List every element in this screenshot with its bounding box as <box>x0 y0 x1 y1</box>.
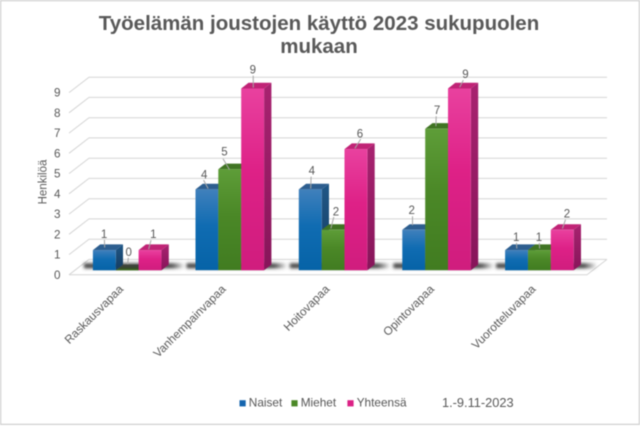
svg-text:0: 0 <box>54 269 61 282</box>
svg-text:1: 1 <box>54 249 61 262</box>
svg-text:4: 4 <box>54 188 61 201</box>
svg-text:5: 5 <box>54 168 61 181</box>
svg-text:Työelämän joustojen käyttö 202: Työelämän joustojen käyttö 2023 sukupuol… <box>99 12 539 35</box>
svg-text:9: 9 <box>462 69 468 81</box>
svg-text:Miehet: Miehet <box>301 396 337 410</box>
svg-text:0: 0 <box>125 247 131 259</box>
svg-text:1: 1 <box>536 232 542 244</box>
svg-text:2: 2 <box>54 228 61 241</box>
svg-text:Yhteensä: Yhteensä <box>357 396 407 410</box>
svg-text:8: 8 <box>54 107 61 120</box>
svg-text:6: 6 <box>357 128 363 140</box>
svg-text:5: 5 <box>221 146 227 158</box>
svg-text:Naiset: Naiset <box>249 396 283 410</box>
svg-text:Henkilöä: Henkilöä <box>38 159 50 204</box>
svg-text:4: 4 <box>309 166 316 178</box>
svg-text:2: 2 <box>564 209 570 221</box>
svg-text:6: 6 <box>54 147 61 160</box>
svg-text:7: 7 <box>54 127 61 140</box>
svg-text:2: 2 <box>333 206 339 218</box>
svg-text:2: 2 <box>408 205 414 217</box>
svg-text:mukaan: mukaan <box>280 35 357 58</box>
svg-text:9: 9 <box>250 65 256 77</box>
svg-text:3: 3 <box>54 208 61 221</box>
svg-text:1.-9.11-2023: 1.-9.11-2023 <box>442 395 514 410</box>
svg-text:7: 7 <box>434 105 440 117</box>
svg-text:1: 1 <box>513 232 519 244</box>
svg-text:1: 1 <box>150 229 156 241</box>
svg-text:4: 4 <box>201 170 208 182</box>
svg-text:9: 9 <box>54 87 61 100</box>
svg-text:1: 1 <box>101 229 107 241</box>
